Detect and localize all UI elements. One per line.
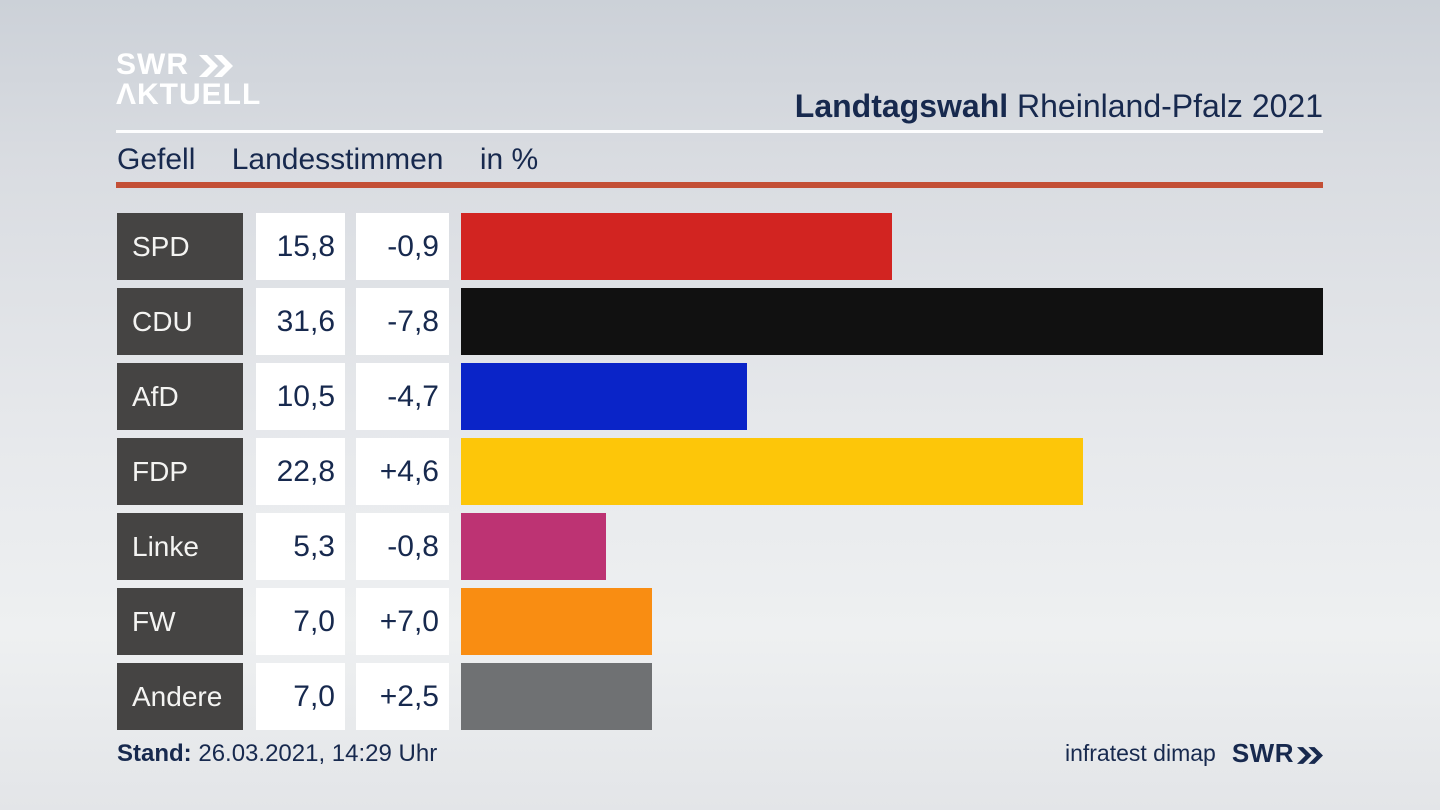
party-label: CDU xyxy=(117,288,243,355)
bar-track xyxy=(461,513,1323,580)
bar-track xyxy=(461,588,1323,655)
subtitle-measure: Landesstimmen xyxy=(231,143,444,176)
party-value: 10,5 xyxy=(256,363,345,430)
timestamp: Stand: 26.03.2021, 14:29 Uhr xyxy=(117,740,437,768)
stand-value: 26.03.2021, 14:29 Uhr xyxy=(198,740,438,767)
chart-row-andere: Andere 7,0 +2,5 xyxy=(117,663,1323,730)
source-credit: infratest dimap xyxy=(1064,740,1216,766)
party-change: -4,7 xyxy=(356,363,449,430)
chart-row-cdu: CDU 31,6 -7,8 xyxy=(117,288,1323,355)
bar-chart: SPD 15,8 -0,9 CDU 31,6 -7,8 AfD 10,5 -4,7 FDP 22,8… xyxy=(117,213,1323,738)
logo-text-swr: SWR xyxy=(116,48,189,81)
chart-row-afd: AfD 10,5 -4,7 xyxy=(117,363,1323,430)
subtitle-unit: in % xyxy=(479,143,539,176)
bar-andere xyxy=(461,663,652,730)
title-rest: Rheinland-Pfalz 2021 xyxy=(1017,88,1323,124)
party-change: -7,8 xyxy=(356,288,449,355)
bar-afd xyxy=(461,363,748,430)
party-change: -0,9 xyxy=(356,213,449,280)
page-title: Landtagswahl Rheinland-Pfalz 2021 xyxy=(795,88,1323,125)
bar-track xyxy=(461,288,1323,355)
swr-logo: SWR xyxy=(1232,738,1323,769)
title-bold: Landtagswahl xyxy=(794,88,1009,124)
bar-spd xyxy=(461,213,892,280)
chart-row-fw: FW 7,0 +7,0 xyxy=(117,588,1323,655)
chart-subtitle: Gefell Landesstimmen in % xyxy=(117,143,538,177)
party-label: Andere xyxy=(117,663,243,730)
party-change: +2,5 xyxy=(356,663,449,730)
party-label: FDP xyxy=(117,438,243,505)
party-label: AfD xyxy=(117,363,243,430)
header-divider xyxy=(116,130,1323,133)
bar-fw xyxy=(461,588,652,655)
party-change: -0,8 xyxy=(356,513,449,580)
party-value: 7,0 xyxy=(256,588,345,655)
party-value: 22,8 xyxy=(256,438,345,505)
swr-aktuell-logo: SWR ΛKTUELL xyxy=(116,50,261,110)
party-change: +4,6 xyxy=(356,438,449,505)
party-value: 7,0 xyxy=(256,663,345,730)
party-value: 15,8 xyxy=(256,213,345,280)
party-value: 31,6 xyxy=(256,288,345,355)
accent-divider xyxy=(116,182,1323,188)
bar-linke xyxy=(461,513,606,580)
bar-track xyxy=(461,438,1323,505)
party-label: Linke xyxy=(117,513,243,580)
double-chevron-icon xyxy=(199,55,233,77)
chart-row-linke: Linke 5,3 -0,8 xyxy=(117,513,1323,580)
double-chevron-icon xyxy=(1297,746,1323,764)
party-change: +7,0 xyxy=(356,588,449,655)
party-value: 5,3 xyxy=(256,513,345,580)
bar-track xyxy=(461,663,1323,730)
chart-row-spd: SPD 15,8 -0,9 xyxy=(117,213,1323,280)
stand-label: Stand: xyxy=(117,740,192,767)
swr-logo-text: SWR xyxy=(1231,738,1294,768)
party-label: SPD xyxy=(117,213,243,280)
bar-track xyxy=(461,213,1323,280)
bar-track xyxy=(461,363,1323,430)
subtitle-region: Gefell xyxy=(117,143,196,176)
chart-row-fdp: FDP 22,8 +4,6 xyxy=(117,438,1323,505)
bar-cdu xyxy=(461,288,1323,355)
credits: infratest dimap SWR xyxy=(1065,738,1323,769)
logo-text-aktuell: ΛKTUELL xyxy=(116,78,262,111)
bar-fdp xyxy=(461,438,1083,505)
party-label: FW xyxy=(117,588,243,655)
